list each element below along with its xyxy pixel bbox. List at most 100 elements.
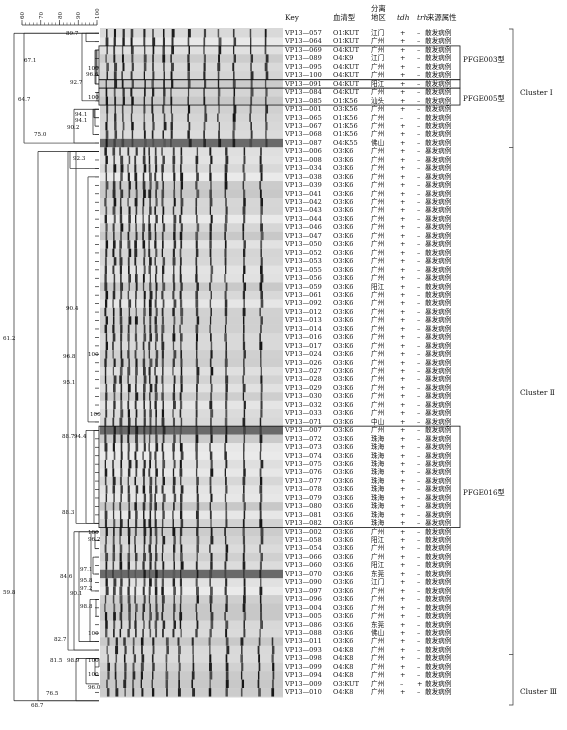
gel-band bbox=[217, 62, 221, 72]
strain-key: VP13—068 bbox=[285, 130, 322, 139]
strain-serotype: O4∶K8 bbox=[333, 645, 354, 654]
gel-band bbox=[127, 375, 129, 384]
gel-band bbox=[142, 612, 145, 621]
gel-band bbox=[143, 375, 147, 384]
strain-key: VP13—029 bbox=[285, 383, 322, 392]
gel-band bbox=[180, 628, 182, 638]
gel-band bbox=[143, 121, 146, 131]
strain-trh: – bbox=[417, 451, 421, 460]
gel-band bbox=[127, 451, 130, 460]
strain-region: 广州 bbox=[371, 172, 385, 181]
gel-band bbox=[173, 231, 176, 241]
gel-band bbox=[155, 552, 158, 562]
strain-key: VP13—060 bbox=[285, 561, 322, 570]
gel-band bbox=[149, 612, 152, 621]
gel-band bbox=[243, 299, 245, 308]
gel-band bbox=[130, 45, 134, 55]
gel-band bbox=[155, 536, 158, 545]
strain-key: VP13—041 bbox=[285, 189, 322, 198]
strain-region: 广州 bbox=[371, 688, 385, 697]
gel-band bbox=[218, 130, 220, 139]
node-similarity-value: 61.2 bbox=[3, 336, 16, 342]
strain-key: VP13—030 bbox=[285, 392, 322, 401]
gel-band bbox=[149, 206, 152, 215]
strain-serotype: O3∶K6 bbox=[333, 603, 354, 612]
gel-band bbox=[155, 375, 158, 384]
gel-band bbox=[225, 502, 228, 511]
strain-trh: – bbox=[417, 459, 421, 468]
gel-band bbox=[250, 130, 253, 139]
strain-serotype: O3∶K6 bbox=[333, 214, 354, 223]
gel-band bbox=[196, 595, 199, 604]
gel-band bbox=[242, 333, 245, 342]
gel-band bbox=[106, 71, 109, 80]
gel-band bbox=[143, 54, 147, 63]
gel-band bbox=[155, 274, 157, 283]
gel-band bbox=[112, 527, 115, 536]
strain-serotype: O3∶K6 bbox=[333, 569, 354, 578]
strain-serotype: O4∶KUT bbox=[333, 62, 359, 71]
gel-band bbox=[120, 392, 123, 401]
strain-source: 散发病例 bbox=[425, 96, 452, 105]
gel-band bbox=[179, 459, 182, 469]
gel-band bbox=[113, 45, 116, 55]
gel-band bbox=[113, 519, 116, 528]
strain-source: 暴发病例 bbox=[425, 164, 452, 173]
node-similarity-value: 88.7 bbox=[62, 434, 75, 440]
strain-serotype: O3∶K6 bbox=[333, 383, 354, 392]
gel-band bbox=[161, 375, 164, 384]
strain-key: VP13—026 bbox=[285, 358, 322, 367]
gel-lane bbox=[100, 375, 283, 384]
gel-band bbox=[135, 519, 138, 528]
gel-band bbox=[154, 172, 157, 182]
gel-band bbox=[172, 409, 174, 418]
gel-band bbox=[105, 451, 108, 460]
strain-serotype: O3∶K56 bbox=[333, 105, 358, 114]
gel-band bbox=[120, 189, 124, 198]
gel-band bbox=[173, 459, 176, 469]
gel-band bbox=[135, 324, 137, 334]
strain-region: 阳江 bbox=[371, 561, 385, 570]
gel-band bbox=[104, 307, 107, 317]
gel-band bbox=[260, 198, 264, 207]
cluster-2-bracket bbox=[509, 146, 514, 655]
gel-band bbox=[135, 214, 137, 224]
gel-band bbox=[163, 113, 166, 122]
strain-tdh: + bbox=[400, 299, 406, 308]
gel-band bbox=[155, 282, 158, 291]
gel-band bbox=[204, 113, 208, 122]
node-similarity-value: 68.7 bbox=[31, 703, 44, 709]
gel-band bbox=[172, 510, 174, 520]
gel-band bbox=[173, 214, 177, 224]
strain-key: VP13—075 bbox=[285, 459, 322, 468]
strain-tdh: + bbox=[400, 214, 406, 223]
gel-band bbox=[104, 274, 107, 283]
gel-band bbox=[155, 214, 158, 224]
gel-band bbox=[134, 240, 137, 249]
strain-region: 广州 bbox=[371, 324, 385, 333]
gel-band bbox=[154, 459, 157, 469]
strain-tdh: + bbox=[400, 459, 406, 468]
node-similarity-value: 64.7 bbox=[18, 97, 31, 103]
strain-serotype: O3∶KUT bbox=[333, 679, 359, 688]
gel-lane bbox=[100, 265, 283, 275]
gel-band bbox=[105, 536, 107, 545]
gel-band bbox=[162, 282, 166, 291]
strain-region: 东莞 bbox=[371, 569, 385, 578]
gel-band bbox=[141, 645, 143, 655]
gel-band bbox=[210, 274, 213, 283]
gel-band bbox=[112, 341, 114, 351]
gel-band bbox=[142, 603, 146, 613]
gel-band bbox=[203, 88, 205, 97]
strain-tdh: + bbox=[400, 612, 406, 621]
gel-band bbox=[224, 231, 226, 241]
gel-band bbox=[172, 392, 176, 401]
gel-lane bbox=[100, 71, 283, 80]
gel-band bbox=[224, 586, 227, 596]
gel-band bbox=[132, 679, 134, 689]
gel-band bbox=[209, 198, 213, 207]
gel-band bbox=[105, 88, 108, 97]
gel-band bbox=[152, 54, 154, 63]
strain-source: 散发病例 bbox=[425, 662, 452, 671]
strain-tdh: + bbox=[400, 121, 406, 130]
